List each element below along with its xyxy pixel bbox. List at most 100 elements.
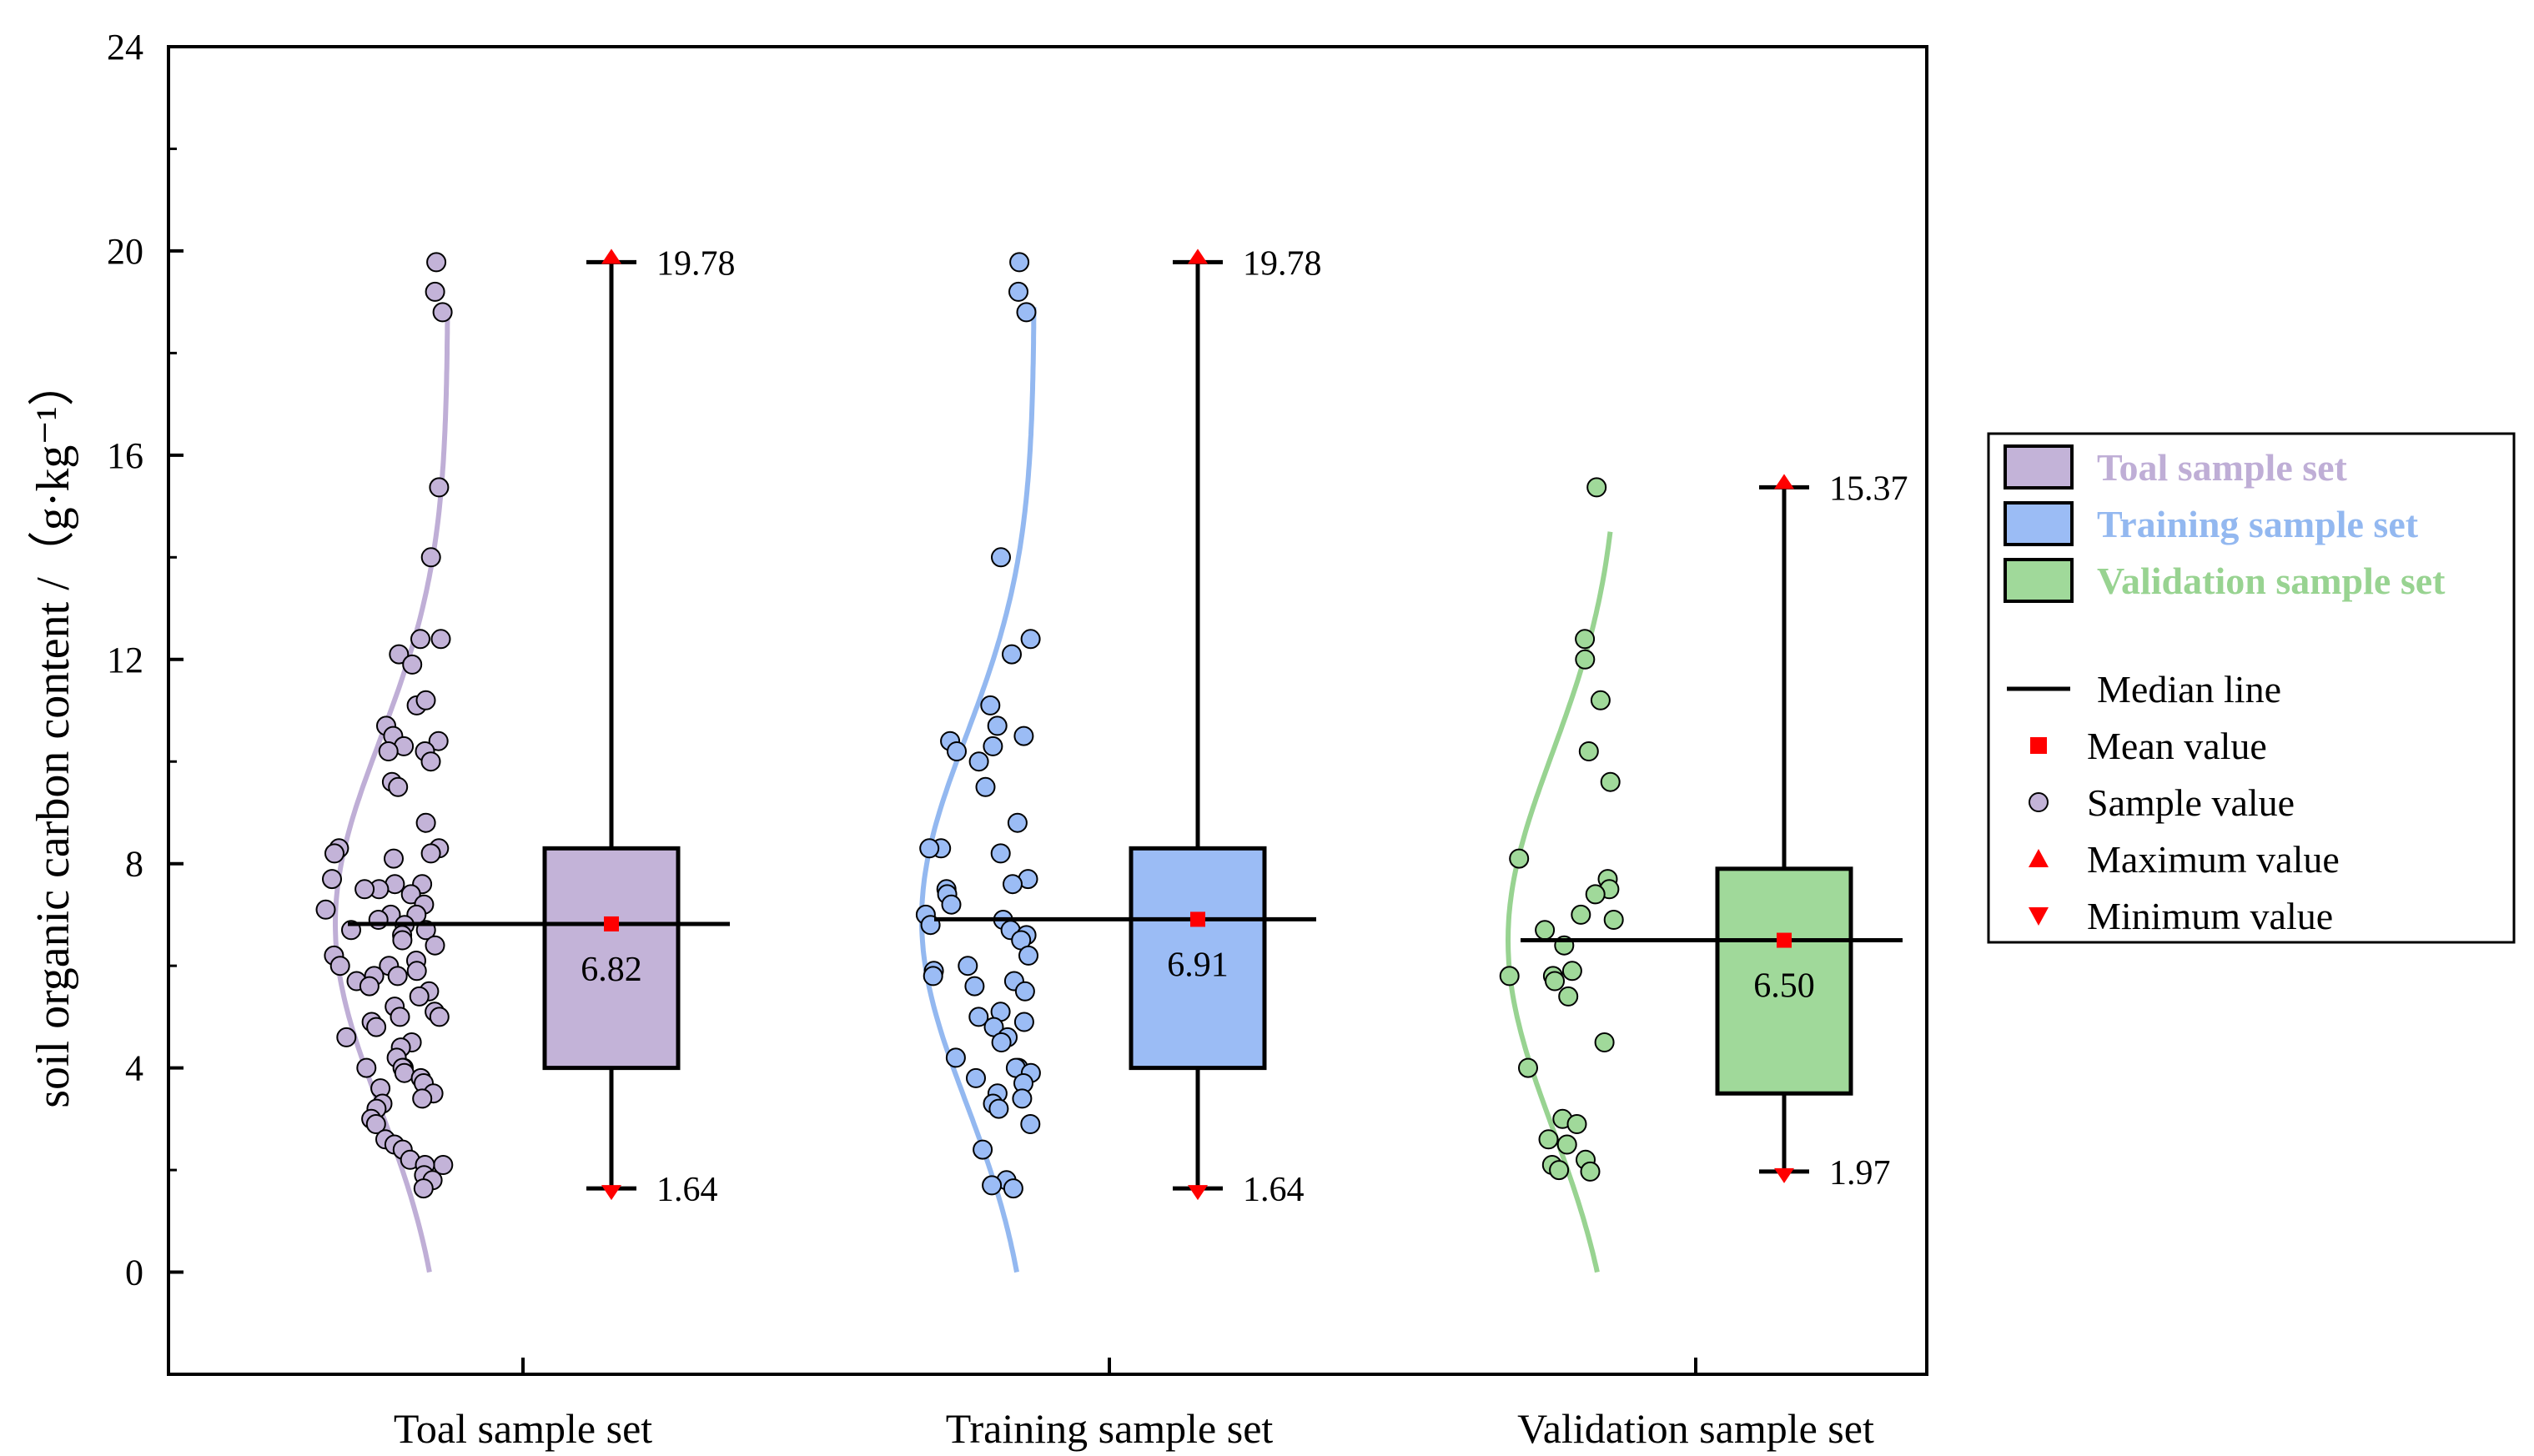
sample-point bbox=[425, 935, 445, 956]
sample-point bbox=[1561, 961, 1582, 982]
sample-point bbox=[991, 547, 1011, 568]
sample-point bbox=[402, 654, 423, 675]
sample-point bbox=[366, 1017, 387, 1037]
sample-point bbox=[359, 976, 380, 997]
sample-point bbox=[1016, 302, 1037, 323]
legend-symbol-max bbox=[2029, 849, 2049, 867]
sample-point bbox=[1575, 629, 1596, 650]
mean-marker bbox=[1777, 932, 1792, 948]
sample-point bbox=[982, 1175, 1003, 1196]
legend-symbol-mean bbox=[2030, 737, 2047, 754]
density-curve bbox=[919, 307, 1037, 1273]
max-marker bbox=[1774, 474, 1794, 490]
sample-point bbox=[400, 884, 421, 905]
sample-point bbox=[420, 843, 441, 864]
y-tick-label: 20 bbox=[107, 231, 143, 272]
sample-point bbox=[389, 644, 410, 665]
sample-point bbox=[968, 1007, 989, 1027]
sample-point bbox=[388, 776, 409, 797]
mean-label: 6.91 bbox=[1167, 946, 1229, 984]
sample-point bbox=[990, 843, 1011, 864]
sample-point bbox=[964, 976, 985, 997]
legend-swatch bbox=[2004, 501, 2074, 546]
y-tick-label: 24 bbox=[107, 27, 143, 68]
sample-point bbox=[1007, 812, 1028, 833]
y-tick-label: 16 bbox=[107, 435, 143, 476]
sample-point bbox=[991, 1032, 1012, 1052]
sample-point bbox=[923, 966, 943, 987]
sample-point bbox=[412, 1088, 433, 1109]
plot-frame bbox=[167, 45, 1928, 1376]
max-label: 15.37 bbox=[1829, 469, 1908, 508]
sample-point bbox=[415, 690, 436, 710]
sample-point bbox=[1571, 904, 1591, 925]
sample-point bbox=[329, 956, 350, 977]
sample-point bbox=[973, 1139, 993, 1160]
mean-label: 6.50 bbox=[1753, 967, 1815, 1006]
sample-point bbox=[1002, 644, 1022, 665]
min-marker bbox=[1188, 1185, 1208, 1201]
mean-marker bbox=[604, 916, 619, 931]
y-tick-label: 8 bbox=[125, 844, 143, 885]
legend-symbol-min bbox=[2029, 907, 2049, 926]
sample-point bbox=[428, 731, 449, 751]
legend-swatch bbox=[2004, 444, 2074, 490]
sample-point bbox=[1499, 966, 1520, 987]
sample-point bbox=[406, 961, 427, 982]
legend-swatch bbox=[2004, 558, 2074, 603]
sample-point bbox=[975, 776, 996, 797]
sample-point bbox=[1566, 1114, 1587, 1134]
sample-point bbox=[1014, 981, 1035, 1002]
sample-point bbox=[384, 848, 404, 869]
sample-point bbox=[1594, 1032, 1615, 1052]
series-group: 6.50 15.37 1.97 bbox=[1499, 469, 1908, 1273]
legend-series-label: Validation sample set bbox=[2097, 560, 2446, 602]
sample-point bbox=[919, 838, 940, 859]
box bbox=[542, 846, 681, 1071]
sample-point bbox=[410, 629, 430, 650]
min-label: 1.64 bbox=[1243, 1171, 1305, 1209]
sample-point bbox=[1013, 1012, 1034, 1032]
min-marker bbox=[1774, 1167, 1794, 1183]
max-label: 19.78 bbox=[656, 244, 736, 283]
y-axis-title: soil organic carbon content /（g·kg⁻¹） bbox=[28, 359, 79, 1108]
sample-point bbox=[1009, 252, 1030, 273]
sample-point bbox=[365, 1114, 386, 1134]
series-group: 6.82 19.78 1.64 bbox=[315, 244, 736, 1273]
max-marker bbox=[1188, 249, 1208, 264]
sample-point bbox=[1590, 690, 1611, 710]
sample-point bbox=[1535, 920, 1556, 941]
legend-box bbox=[1987, 432, 2516, 944]
legend-symbol-sample bbox=[2029, 792, 2049, 812]
x-axis: Toal sample set Training sample set Valida… bbox=[394, 1358, 1874, 1452]
legend-symbol-label: Sample value bbox=[2087, 781, 2295, 824]
max-label: 19.78 bbox=[1243, 244, 1322, 283]
sample-point bbox=[1580, 1161, 1601, 1182]
sample-point bbox=[983, 736, 1003, 756]
series-group: 6.91 19.78 1.64 bbox=[915, 244, 1322, 1273]
sample-point bbox=[409, 986, 430, 1007]
sample-point bbox=[941, 894, 962, 915]
sample-point bbox=[354, 879, 375, 900]
sample-point bbox=[378, 741, 399, 761]
legend-symbol-label: Maximum value bbox=[2087, 838, 2340, 881]
y-tick-label: 12 bbox=[107, 640, 143, 680]
sample-point bbox=[1020, 629, 1041, 650]
sample-point bbox=[1556, 1134, 1577, 1155]
sample-point bbox=[413, 1178, 434, 1199]
legend: Toal sample set Training sample set Valida… bbox=[1987, 432, 2516, 944]
legend-symbol-label: Mean value bbox=[2087, 725, 2267, 767]
sample-point bbox=[1545, 971, 1565, 992]
sample-point bbox=[1578, 741, 1599, 761]
legend-symbol-label: Minimum value bbox=[2087, 895, 2333, 937]
sample-point bbox=[980, 695, 1001, 715]
sample-point bbox=[322, 869, 342, 890]
sample-point bbox=[390, 1007, 410, 1027]
sample-point bbox=[420, 751, 441, 772]
mean-label: 6.82 bbox=[581, 951, 642, 989]
legend-series-label: Toal sample set bbox=[2097, 446, 2348, 489]
sample-point bbox=[987, 715, 1008, 736]
sample-point bbox=[430, 629, 451, 650]
sample-point bbox=[368, 910, 389, 930]
sample-point bbox=[1603, 910, 1624, 930]
